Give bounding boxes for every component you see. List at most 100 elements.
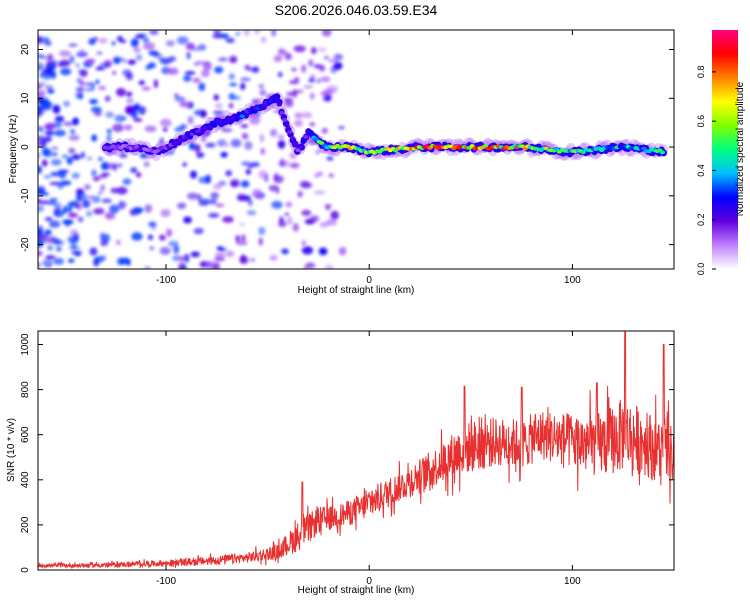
noise-blob	[318, 247, 328, 256]
noise-blob	[98, 157, 103, 161]
noise-blob	[53, 202, 62, 210]
spectrogram-y-tick-label: -10	[20, 188, 31, 203]
noise-blob	[293, 89, 304, 94]
noise-blob	[50, 158, 62, 166]
noise-blob	[261, 36, 267, 43]
noise-blob	[122, 178, 132, 185]
noise-blob	[97, 191, 103, 195]
noise-blob	[299, 180, 310, 188]
noise-blob	[39, 97, 44, 105]
noise-blob	[44, 130, 55, 136]
snr-x-tick-label: 0	[366, 576, 372, 587]
noise-blob	[96, 175, 108, 179]
noise-blob	[294, 76, 300, 82]
noise-blob	[188, 142, 196, 150]
noise-blob	[110, 187, 118, 194]
noise-blob	[123, 124, 133, 131]
noise-blob	[61, 154, 69, 159]
noise-blob	[93, 110, 103, 117]
noise-blob	[126, 91, 133, 97]
ridge-core	[580, 150, 586, 155]
noise-blob	[40, 55, 46, 59]
noise-blob	[278, 49, 288, 56]
noise-blob	[50, 236, 58, 244]
noise-blob	[176, 36, 189, 45]
noise-blob	[213, 94, 219, 101]
noise-blob	[45, 54, 54, 63]
spectrogram-y-tick-label: 0	[20, 144, 31, 150]
noise-blob	[160, 118, 172, 128]
snr-y-ticks: 0 200 400 600 800 1000	[20, 333, 674, 573]
noise-blob	[54, 129, 66, 137]
noise-blob	[38, 186, 46, 194]
noise-blob	[38, 152, 41, 159]
noise-blob	[68, 245, 80, 250]
noise-blob	[339, 139, 344, 145]
noise-blob	[86, 156, 93, 161]
noise-blob	[292, 222, 299, 232]
noise-blob	[98, 85, 107, 91]
noise-blob	[144, 125, 157, 133]
ridge-core	[179, 138, 185, 143]
noise-blob	[179, 100, 189, 108]
noise-blob	[86, 195, 95, 200]
noise-blob	[38, 192, 50, 196]
noise-blob	[83, 82, 96, 86]
noise-blob	[75, 192, 88, 201]
noise-blob	[301, 240, 307, 246]
snr-x-axis-label: Height of straight line (km)	[298, 585, 415, 596]
noise-blob	[284, 212, 289, 216]
noise-blob	[326, 156, 334, 161]
noise-blob	[85, 210, 93, 217]
noise-blob	[130, 38, 139, 48]
noise-blob	[271, 200, 283, 209]
noise-blob	[38, 35, 43, 45]
noise-blob	[229, 82, 238, 87]
noise-blob	[258, 84, 264, 88]
ridge-core	[482, 143, 489, 148]
noise-blob	[281, 248, 289, 255]
ridge-core	[173, 140, 179, 145]
noise-blob	[55, 246, 62, 252]
noise-blob	[254, 30, 261, 34]
noise-blob	[213, 30, 222, 36]
noise-blob	[49, 181, 62, 186]
noise-blob	[116, 35, 123, 42]
noise-blob	[106, 128, 112, 135]
noise-blob	[196, 152, 205, 159]
noise-blob	[93, 207, 105, 215]
noise-blob	[289, 162, 300, 169]
spectrogram-plot-area	[38, 30, 669, 269]
noise-blob	[42, 199, 50, 204]
noise-blob	[122, 69, 132, 77]
ridge-core	[287, 130, 293, 134]
noise-blob	[321, 30, 332, 37]
ridge-core	[223, 119, 230, 124]
noise-blob	[294, 112, 303, 119]
noise-blob	[176, 202, 187, 209]
noise-blob	[308, 59, 314, 67]
noise-blob	[100, 161, 110, 171]
noise-blob	[229, 55, 238, 63]
noise-blob	[143, 42, 155, 51]
noise-blob	[241, 161, 252, 166]
spectrogram-y-tick-label: 10	[20, 92, 31, 104]
noise-blob	[131, 104, 140, 111]
noise-blob	[228, 73, 235, 80]
noise-blob	[84, 87, 93, 92]
noise-blob	[72, 117, 79, 126]
noise-blob	[101, 172, 111, 176]
noise-blob	[277, 139, 286, 149]
noise-blob	[101, 233, 111, 243]
snr-frame	[37, 330, 675, 571]
noise-blob	[246, 210, 257, 216]
noise-blob	[315, 149, 321, 155]
noise-blob	[228, 92, 236, 101]
noise-blob	[126, 98, 134, 103]
noise-blob	[279, 158, 285, 167]
snr-y-tick-label: 200	[20, 516, 31, 533]
noise-blob	[314, 172, 320, 179]
ridge-core	[659, 150, 666, 155]
noise-blob	[165, 228, 173, 238]
